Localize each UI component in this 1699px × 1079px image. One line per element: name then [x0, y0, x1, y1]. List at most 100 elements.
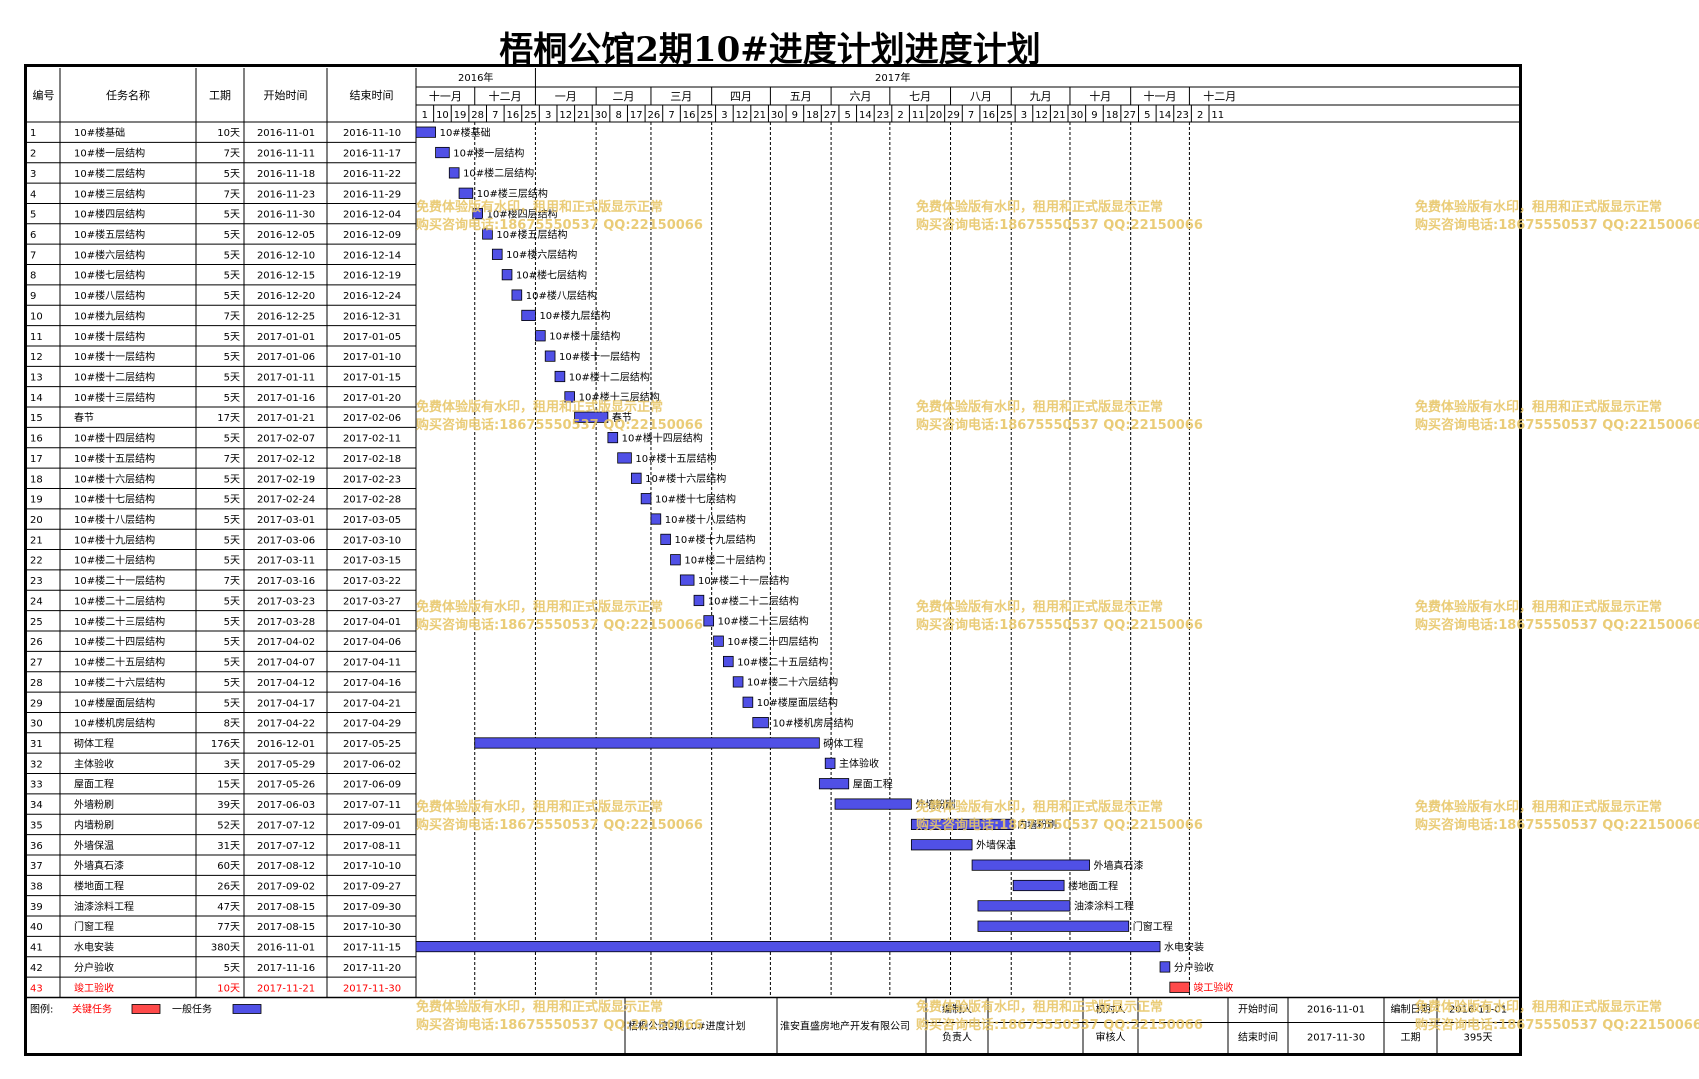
task-id: 1	[30, 128, 36, 139]
task-duration: 5天	[224, 535, 240, 546]
day-label: 28	[471, 110, 484, 121]
task-start: 2017-01-01	[257, 332, 315, 343]
task-start: 2017-08-15	[257, 922, 315, 933]
task-id: 16	[30, 434, 43, 445]
task-name: 10#楼机房层结构	[74, 717, 155, 730]
task-name: 10#楼十一层结构	[74, 350, 155, 363]
day-label: 2	[1197, 110, 1203, 121]
task-name: 10#楼二十六层结构	[74, 676, 165, 689]
task-end: 2017-01-20	[343, 393, 401, 404]
task-id: 3	[30, 169, 36, 180]
day-label: 12	[736, 110, 749, 121]
task-start: 2017-03-06	[257, 535, 315, 546]
day-label: 7	[492, 110, 498, 121]
task-id: 42	[30, 963, 43, 974]
bar-label: 10#楼一层结构	[453, 146, 524, 159]
task-start: 2017-02-12	[257, 454, 315, 465]
day-label: 17	[630, 110, 643, 121]
footer-checked-by-label: 校对人	[1096, 1002, 1126, 1015]
gantt-bar	[977, 900, 1071, 912]
month-label: 四月	[730, 90, 752, 103]
task-start: 2017-05-29	[257, 759, 315, 770]
task-name: 10#楼十八层结构	[74, 513, 155, 526]
task-duration: 5天	[224, 393, 240, 404]
task-end: 2017-04-01	[343, 617, 401, 628]
task-start: 2016-12-10	[257, 250, 315, 261]
task-start: 2017-04-02	[257, 637, 315, 648]
gantt-bar	[435, 146, 450, 159]
task-duration: 5天	[224, 515, 240, 526]
day-label: 14	[1159, 110, 1172, 121]
day-label: 30	[771, 110, 784, 121]
month-label: 十一月	[429, 89, 462, 103]
task-name: 10#楼三层结构	[74, 187, 145, 200]
header-id: 编号	[33, 88, 55, 102]
footer-date-label: 编制日期	[1391, 1002, 1431, 1015]
task-duration: 5天	[224, 596, 240, 607]
task-duration: 5天	[224, 250, 240, 261]
task-start: 2017-07-12	[257, 841, 315, 852]
task-name: 10#楼十四层结构	[74, 432, 155, 445]
task-id: 34	[30, 800, 43, 811]
month-label: 十一月	[1144, 89, 1177, 103]
bar-label: 10#楼二十六层结构	[747, 676, 838, 689]
bar-label: 竣工验收	[1193, 981, 1233, 994]
task-id: 41	[30, 943, 43, 954]
task-name: 内墙粉刷	[74, 818, 114, 831]
footer-project-name: 梧桐公馆2期10#进度计划	[628, 1020, 745, 1033]
task-duration: 31天	[217, 841, 240, 852]
bar-label: 分户验收	[1174, 961, 1214, 974]
task-end: 2017-03-10	[343, 535, 401, 546]
task-start: 2016-12-25	[257, 311, 315, 322]
task-end: 2017-05-25	[343, 739, 401, 750]
task-duration: 5天	[224, 617, 240, 628]
task-end: 2016-11-10	[343, 128, 401, 139]
bar-label: 10#楼四层结构	[487, 207, 558, 220]
footer-duration-value: 395天	[1463, 1032, 1492, 1043]
task-id: 22	[30, 556, 43, 567]
bar-label: 10#楼六层结构	[506, 248, 577, 261]
legend-normal-label: 一般任务	[172, 1002, 212, 1015]
task-id: 11	[30, 332, 43, 343]
task-name: 10#楼二十层结构	[74, 554, 155, 567]
day-label: 21	[1053, 110, 1066, 121]
task-name: 10#楼十二层结构	[74, 371, 155, 384]
task-duration: 5天	[224, 332, 240, 343]
gantt-bar	[977, 920, 1130, 932]
day-label: 5	[845, 110, 851, 121]
task-end: 2016-12-31	[343, 311, 401, 322]
gantt-bar	[640, 493, 652, 505]
task-duration: 5天	[224, 678, 240, 689]
day-label: 2	[897, 110, 903, 121]
bar-label: 门窗工程	[1133, 920, 1173, 933]
day-label: 7	[968, 110, 974, 121]
gantt-bar	[693, 594, 705, 607]
bar-label: 10#楼十四层结构	[622, 431, 703, 444]
gantt-bar	[670, 554, 681, 566]
footer-start-value: 2016-11-01	[1307, 1004, 1365, 1015]
task-name: 10#楼屋面层结构	[74, 696, 155, 709]
task-duration: 7天	[224, 454, 240, 465]
task-start: 2016-12-15	[257, 271, 315, 282]
gantt-bar	[1012, 879, 1065, 892]
task-end: 2016-11-22	[343, 169, 401, 180]
day-label: 18	[806, 110, 819, 121]
month-label: 二月	[613, 90, 635, 103]
task-duration: 5天	[224, 271, 240, 282]
bar-label: 10#楼十三层结构	[579, 391, 660, 404]
gantt-bar	[535, 330, 546, 342]
task-duration: 5天	[224, 291, 240, 302]
task-name: 10#楼十六层结构	[74, 472, 155, 485]
task-end: 2016-11-17	[343, 149, 401, 160]
task-start: 2017-02-19	[257, 474, 315, 485]
task-end: 2017-08-11	[343, 841, 401, 852]
task-end: 2017-04-16	[343, 678, 401, 689]
task-name: 10#楼二十二层结构	[74, 594, 165, 607]
task-duration: 7天	[224, 576, 240, 587]
month-label: 五月	[790, 90, 812, 103]
header-duration: 工期	[209, 89, 231, 102]
bar-label: 10#楼八层结构	[526, 289, 597, 302]
bar-label: 10#楼十九层结构	[675, 533, 756, 546]
task-start: 2017-04-22	[257, 719, 315, 730]
day-label: 7	[668, 110, 674, 121]
